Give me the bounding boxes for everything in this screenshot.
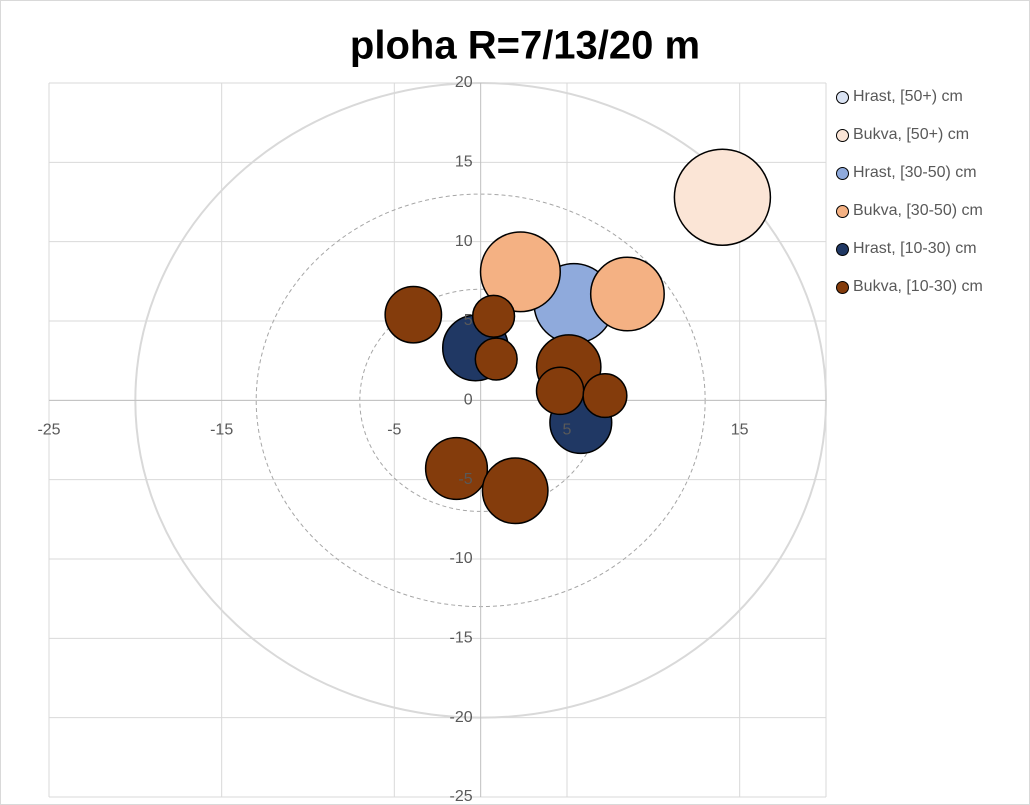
y-tick-label: -25 xyxy=(450,788,473,805)
legend-marker xyxy=(836,129,849,142)
bubble xyxy=(384,285,443,344)
legend-item: Bukva, [10-30) cm xyxy=(836,278,1026,316)
bubble xyxy=(474,337,518,381)
bubble xyxy=(479,231,561,313)
x-tick-label: -15 xyxy=(210,422,233,439)
y-tick-label: -5 xyxy=(458,471,472,488)
x-tick-label: -5 xyxy=(387,422,401,439)
y-tick-label: 10 xyxy=(455,233,473,250)
bubble xyxy=(471,294,516,338)
bubble xyxy=(535,366,585,416)
legend-label: Hrast, [10-30) cm xyxy=(853,240,977,257)
legend-label: Hrast, [30-50) cm xyxy=(853,164,977,181)
legend-marker xyxy=(836,91,849,104)
bubble xyxy=(582,372,628,419)
legend-label: Bukva, [50+) cm xyxy=(853,126,970,143)
legend-item: Hrast, [10-30) cm xyxy=(836,240,1026,278)
legend-marker xyxy=(836,167,849,180)
y-tick-label: 20 xyxy=(455,74,473,91)
x-tick-label: -25 xyxy=(37,422,60,439)
legend-marker xyxy=(836,243,849,256)
y-tick-label: -10 xyxy=(450,550,473,567)
legend-item: Bukva, [30-50) cm xyxy=(836,202,1026,240)
y-tick-label: 15 xyxy=(455,154,473,171)
legend-marker xyxy=(836,281,849,294)
legend-item: Hrast, [30-50) cm xyxy=(836,164,1026,202)
bubble xyxy=(481,457,549,525)
x-tick-label: 5 xyxy=(563,422,572,439)
bubble xyxy=(424,436,489,501)
bubble xyxy=(673,148,772,246)
legend-label: Bukva, [30-50) cm xyxy=(853,202,983,219)
legend: Hrast, [50+) cm Bukva, [50+) cm Hrast, [30… xyxy=(836,88,1026,316)
legend-item: Bukva, [50+) cm xyxy=(836,126,1026,164)
y-tick-label: 0 xyxy=(464,392,473,409)
legend-item: Hrast, [50+) cm xyxy=(836,88,1026,126)
legend-label: Bukva, [10-30) cm xyxy=(853,278,983,295)
legend-label: Hrast, [50+) cm xyxy=(853,88,963,105)
y-tick-label: -15 xyxy=(450,630,473,647)
x-tick-label: 15 xyxy=(731,422,749,439)
bubble xyxy=(589,256,665,332)
y-tick-label: -20 xyxy=(450,709,473,726)
y-tick-label: 5 xyxy=(464,312,473,329)
chart-title: ploha R=7/13/20 m xyxy=(350,24,700,68)
legend-marker xyxy=(836,205,849,218)
